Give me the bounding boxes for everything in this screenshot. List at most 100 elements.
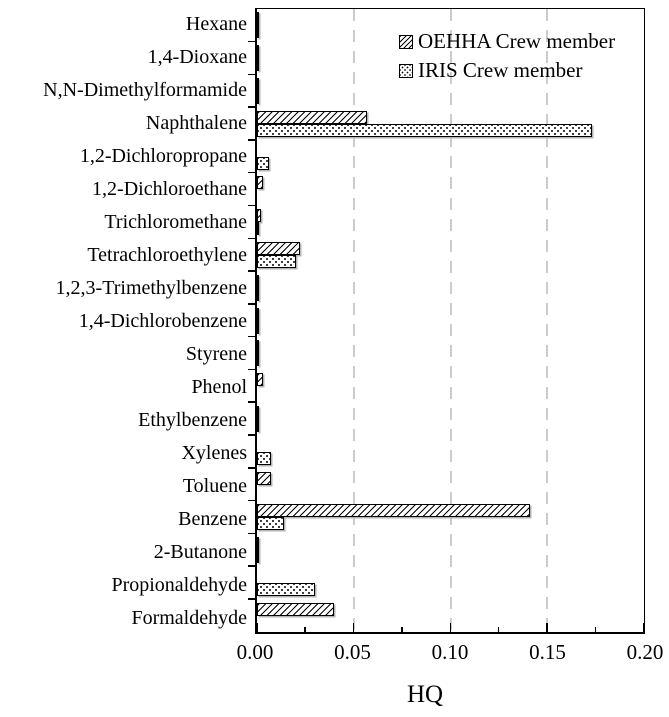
bar-row <box>257 9 644 42</box>
category-label: Phenol <box>191 375 247 398</box>
x-major-tick <box>352 623 355 632</box>
bar-slot <box>257 110 644 124</box>
x-tick-label: 0.20 <box>626 640 664 664</box>
bar-slot <box>257 340 644 354</box>
bar-pair <box>257 340 644 367</box>
bar-row <box>257 239 644 272</box>
y-boundary-tick <box>248 335 255 338</box>
oehha-bar <box>257 602 335 616</box>
category-label: 1,4-Dichlorobenzene <box>78 310 247 333</box>
bar-pair <box>257 537 644 564</box>
bar-slot <box>257 320 644 334</box>
bar-slot <box>257 254 644 268</box>
x-major-tick <box>256 623 258 632</box>
bar-pair <box>257 110 644 137</box>
oehha-bar <box>257 340 259 354</box>
x-tick-label: 0.05 <box>334 640 371 664</box>
bar-pair <box>257 209 644 236</box>
y-boundary-tick <box>248 401 255 403</box>
bar-slot <box>257 90 644 104</box>
bar-slot <box>257 550 644 564</box>
category-label: Tetrachloroethylene <box>87 244 247 267</box>
bar-pair <box>257 176 644 202</box>
iris-bar <box>257 25 259 39</box>
bar-slot <box>257 439 644 452</box>
bar-row <box>257 567 644 600</box>
category-label: Naphthalene <box>145 112 247 135</box>
bar-slot <box>257 241 644 255</box>
bar-pair <box>257 144 644 170</box>
oehha-bar <box>257 45 259 59</box>
oehha-bar <box>257 537 259 551</box>
oehha-bar <box>257 373 263 387</box>
y-boundary-tick <box>248 303 255 305</box>
x-minor-tick <box>304 626 306 632</box>
bar-row <box>257 370 644 403</box>
bar-slot <box>257 144 644 157</box>
x-major-tick <box>643 623 645 632</box>
bar-slot <box>257 570 644 583</box>
category-label: Toluene <box>182 474 247 497</box>
iris-bar <box>257 254 296 268</box>
bar-slot <box>257 537 644 551</box>
bar-row <box>257 403 644 436</box>
bar-slot <box>257 12 644 26</box>
legend-item-oehha: OEHHA Crew member <box>399 29 615 54</box>
category-label: Styrene <box>185 343 247 365</box>
bar-pair <box>257 241 644 268</box>
bar-row <box>257 337 644 370</box>
bar-pair <box>257 570 644 596</box>
x-axis-tick-labels: 0.00 0.05 0.10 0.15 0.20 <box>237 640 664 667</box>
iris-bar <box>257 156 269 170</box>
iris-bar <box>257 550 259 564</box>
gridline <box>352 9 355 632</box>
bar-slot <box>257 517 644 531</box>
bar-pair <box>257 439 644 465</box>
bar-slot <box>257 77 644 91</box>
bar-slot <box>257 25 644 39</box>
x-major-tick <box>546 623 548 632</box>
iris-bar <box>257 222 259 236</box>
bar-slot <box>257 189 644 202</box>
oehha-bar <box>257 471 271 485</box>
bar-slot <box>257 58 644 72</box>
oehha-bar <box>257 504 530 518</box>
bar-slot <box>257 582 644 596</box>
oehha-bar <box>257 77 259 91</box>
x-axis-title: HQ <box>406 681 444 708</box>
bar-row <box>257 599 644 632</box>
bar-slot <box>257 471 644 485</box>
bar-row <box>257 435 644 468</box>
category-label: Trichloromethane <box>104 211 247 234</box>
iris-bar <box>257 451 271 465</box>
bar-slot <box>257 386 644 399</box>
bar-slot <box>257 222 644 236</box>
bar-pair <box>257 602 644 629</box>
bar-slot <box>257 504 644 518</box>
bar-slot <box>257 209 644 223</box>
category-label: Ethylbenzene <box>138 408 247 431</box>
y-boundary-tick <box>248 368 255 371</box>
bar-slot <box>257 45 644 59</box>
category-label: Propionaldehyde <box>111 573 247 596</box>
bar-slot <box>257 451 644 465</box>
bar-row <box>257 501 644 534</box>
category-label: 1,2-Dichloroethane <box>92 178 247 201</box>
y-boundary-tick <box>248 40 255 43</box>
legend-item-iris: IRIS Crew member <box>399 58 615 83</box>
legend-label-oehha: OEHHA Crew member <box>418 29 616 53</box>
x-minor-tick <box>401 626 403 632</box>
iris-bar <box>257 418 259 432</box>
x-minor-tick <box>497 626 500 632</box>
x-tick-label: 0.10 <box>431 640 469 664</box>
iris-bar <box>257 582 316 596</box>
x-tick-label: 0.00 <box>236 640 274 664</box>
category-label: Formaldehyde <box>131 606 247 629</box>
legend: OEHHA Crew member IRIS Crew member <box>399 29 615 83</box>
bar-row <box>257 107 644 140</box>
iris-bar <box>257 353 259 367</box>
bar-pair <box>257 77 644 104</box>
y-boundary-tick <box>248 499 255 502</box>
oehha-bar <box>257 176 263 190</box>
y-boundary-tick <box>248 139 255 141</box>
